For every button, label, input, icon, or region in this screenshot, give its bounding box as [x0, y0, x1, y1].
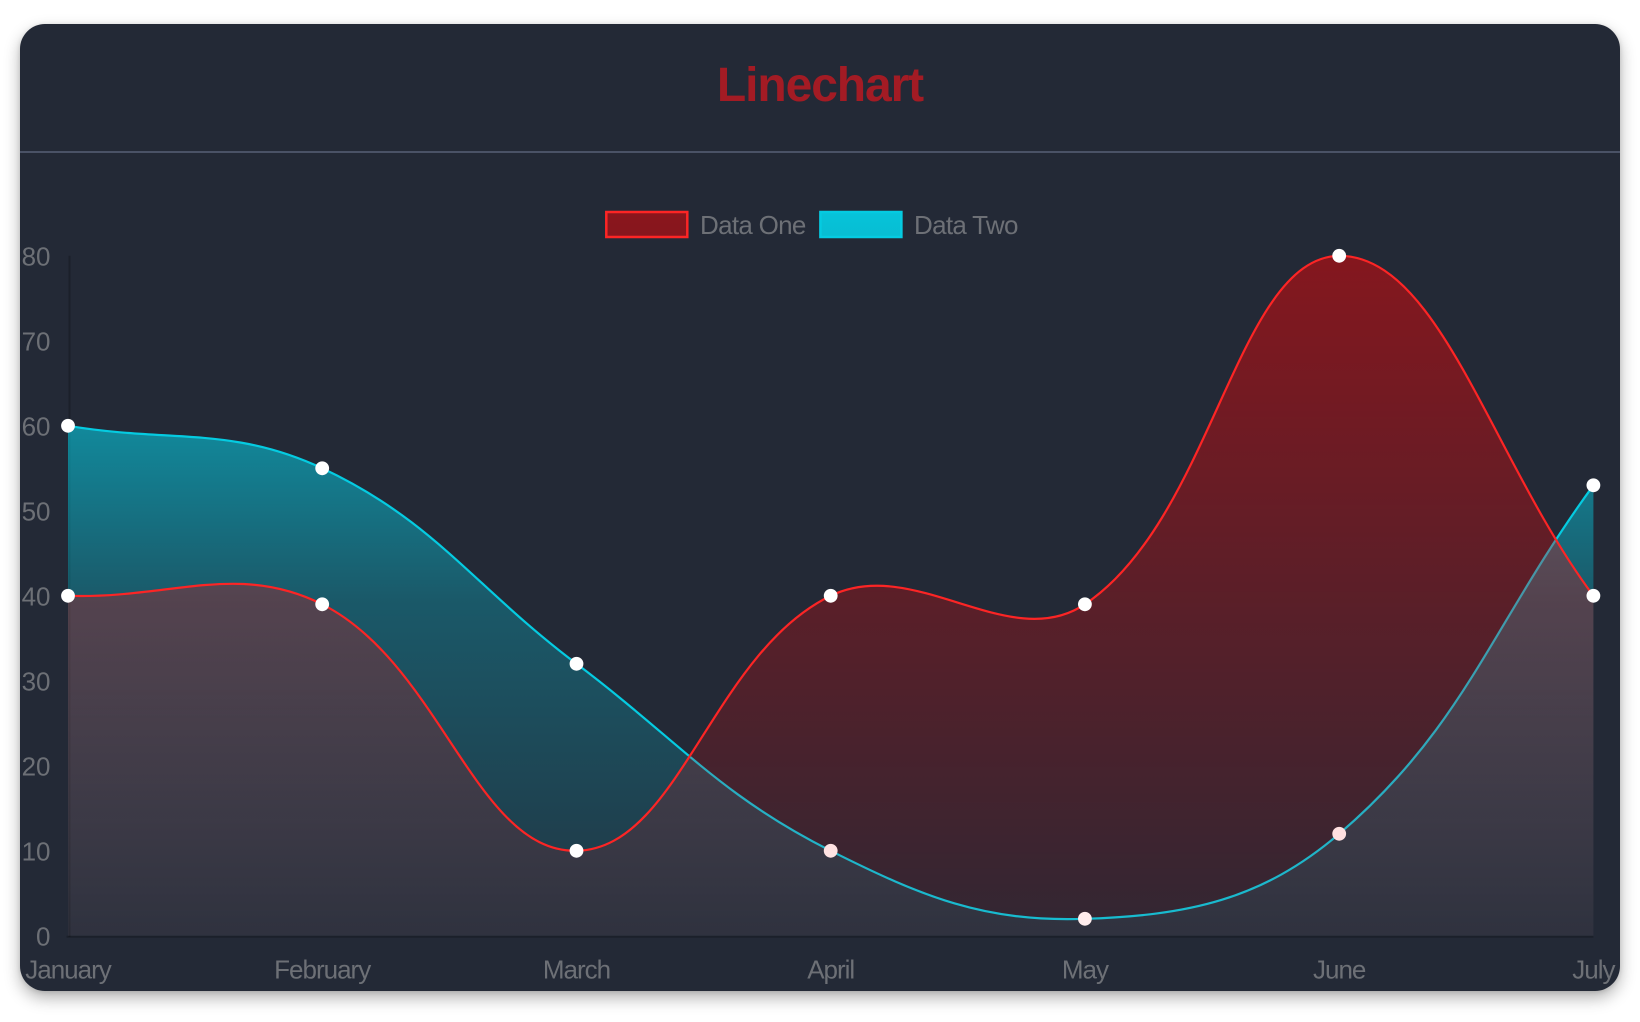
svg-text:Data One: Data One: [700, 210, 806, 240]
svg-text:70: 70: [22, 326, 51, 356]
svg-text:50: 50: [22, 496, 51, 526]
svg-text:January: January: [25, 955, 111, 985]
svg-text:Data Two: Data Two: [914, 210, 1018, 240]
svg-text:60: 60: [22, 411, 51, 441]
svg-text:10: 10: [22, 836, 51, 866]
svg-text:0: 0: [36, 921, 50, 951]
svg-text:March: March: [543, 955, 610, 985]
svg-text:July: July: [1572, 955, 1615, 985]
svg-text:80: 80: [22, 241, 51, 271]
svg-text:May: May: [1062, 955, 1109, 985]
svg-text:June: June: [1313, 955, 1366, 985]
svg-text:20: 20: [22, 751, 51, 781]
svg-text:February: February: [274, 955, 371, 985]
svg-text:40: 40: [22, 581, 51, 611]
svg-text:30: 30: [22, 666, 51, 696]
svg-text:April: April: [807, 955, 854, 985]
